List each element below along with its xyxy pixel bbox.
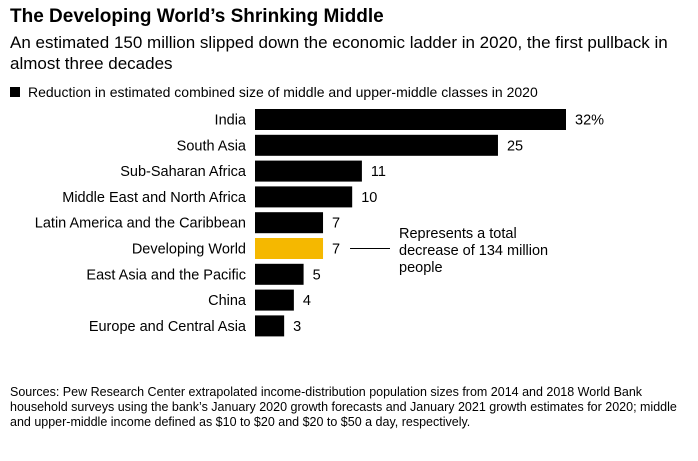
chart-subtitle: An estimated 150 million slipped down th… (10, 33, 668, 73)
category-label-developing-world: Developing World (132, 242, 246, 258)
bar-latin-america-and-the-caribbean (255, 212, 324, 234)
category-label-india: India (215, 113, 247, 129)
value-label-europe-and-central-asia: 3 (293, 319, 301, 335)
category-label-middle-east-and-north-africa: Middle East and North Africa (62, 190, 247, 206)
category-label-latin-america-and-the-caribbean: Latin America and the Caribbean (35, 216, 246, 232)
legend-label: Reduction in estimated combined size of … (28, 84, 538, 100)
value-label-latin-america-and-the-caribbean: 7 (332, 216, 340, 232)
category-label-europe-and-central-asia: Europe and Central Asia (89, 319, 247, 335)
sources-note: Sources: Pew Research Center extrapolate… (10, 385, 677, 429)
value-label-south-asia: 25 (507, 138, 523, 154)
value-label-middle-east-and-north-africa: 10 (361, 190, 377, 206)
legend: Reduction in estimated combined size of … (10, 84, 538, 100)
bar-europe-and-central-asia (255, 315, 285, 337)
bar-india (255, 109, 566, 130)
bar-east-asia-and-the-pacific (255, 263, 304, 285)
bar-china (255, 289, 294, 311)
category-label-china: China (208, 293, 247, 309)
chart-title: The Developing World’s Shrinking Middle (10, 6, 384, 27)
value-label-developing-world: 7 (332, 242, 340, 258)
bar-sub-saharan-africa (255, 160, 362, 182)
value-label-india: 32% (575, 113, 604, 129)
legend-swatch (10, 87, 20, 97)
value-label-east-asia-and-the-pacific: 5 (313, 267, 321, 283)
bar-south-asia (255, 134, 498, 156)
annotation-text: Represents a total decrease of 134 milli… (399, 226, 549, 276)
bar-middle-east-and-north-africa (255, 186, 353, 208)
bar-chart: India 32% South Asia 25 Sub-Saharan Africa 11… (35, 109, 604, 337)
value-label-sub-saharan-africa: 11 (371, 164, 386, 180)
value-label-china: 4 (303, 293, 311, 309)
category-label-south-asia: South Asia (177, 138, 247, 154)
category-label-east-asia-and-the-pacific: East Asia and the Pacific (86, 267, 246, 283)
bar-developing-world (255, 238, 324, 259)
category-label-sub-saharan-africa: Sub-Saharan Africa (120, 164, 247, 180)
